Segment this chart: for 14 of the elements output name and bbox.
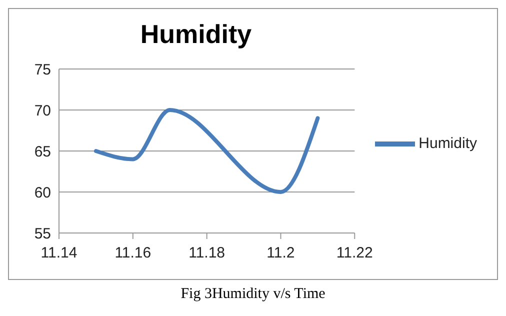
chart-title: Humidity xyxy=(139,19,253,50)
y-tick-label: 55 xyxy=(34,225,51,242)
y-tick-label: 75 xyxy=(34,61,51,78)
y-tick-label: 70 xyxy=(34,102,51,120)
legend-label: Humidity xyxy=(418,134,477,152)
y-tick-label: 65 xyxy=(34,143,51,160)
caption: Fig 3Humidity v/s Time xyxy=(180,286,326,303)
x-tick-label: 11.14 xyxy=(40,244,78,262)
line-series xyxy=(94,108,320,194)
x-tick-label: 11.2 xyxy=(266,244,295,262)
y-tick-label: 60 xyxy=(34,184,51,202)
x-tick-label: 11.22 xyxy=(336,244,373,262)
x-tick-label: 11.16 xyxy=(114,244,152,262)
x-tick-label: 11.18 xyxy=(188,244,226,262)
